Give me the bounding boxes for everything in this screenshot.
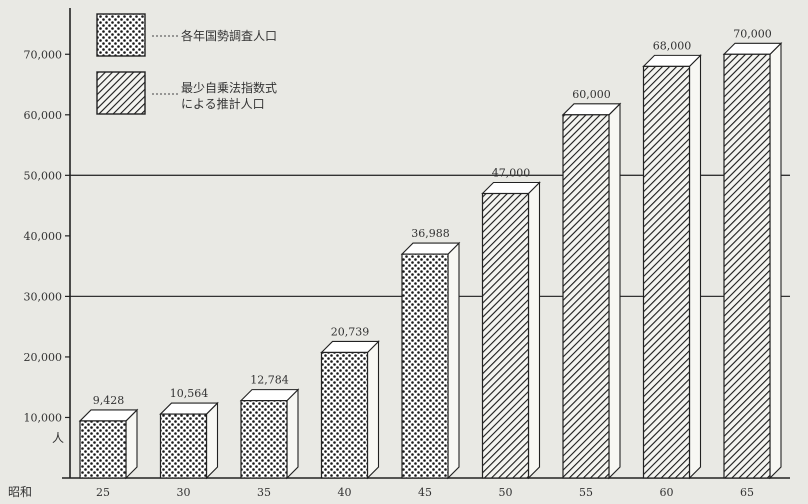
data-label: 12,784 [250,374,289,387]
x-tick-label: 25 [96,486,110,499]
bar-front-face [642,65,691,479]
bar-front-face [79,420,127,479]
data-label: 20,739 [331,325,370,338]
y-tick-label: 70,000 [24,48,63,61]
bar-front-face [240,400,288,479]
data-label: 70,000 [733,27,772,40]
bar-55: 60,000 [561,88,622,480]
legend-label: 最少自乗法指数式 [181,80,277,95]
bar-side-face [286,388,299,480]
x-tick-label: 60 [660,486,674,499]
y-unit-label: 人 [52,431,64,445]
bar-30: 10,564 [159,387,219,480]
y-tick-label: 60,000 [24,109,63,122]
bar-side-face [205,401,219,480]
data-label: 36,988 [411,227,450,240]
era-label: 昭和 [8,485,32,499]
bar-front-face [320,351,369,479]
y-tick-label: 30,000 [24,290,63,303]
bar-side-face [447,241,460,480]
bar-side-face [527,181,541,480]
bar-front-face [401,253,449,479]
x-tick-label: 45 [418,486,432,499]
bar-side-face [125,408,138,480]
x-tick-label: 50 [499,486,513,499]
x-tick-labels: 25 30 35 40 45 50 55 60 65 [96,486,754,499]
legend-label: による推計人口 [181,96,265,111]
bar-side-face [608,102,621,480]
bar-front-face [159,413,208,479]
bar-25: 9,428 [78,394,139,480]
bar-front-face [723,53,771,479]
bar-front-face [562,114,610,479]
bar-50: 47,000 [481,166,541,480]
legend-label: 各年国勢調査人口 [181,28,277,43]
y-tick-label: 10,000 [24,411,63,424]
bar-40: 20,739 [320,325,380,480]
x-tick-label: 30 [177,486,191,499]
bar-front-face [481,192,530,479]
data-label: 60,000 [572,88,611,101]
x-tick-label: 55 [579,486,593,499]
data-label: 47,000 [492,166,531,179]
data-label: 68,000 [653,39,692,52]
legend-item-0: 各年国勢調査人口 [96,13,277,57]
bars: 9,428 10,564 12,784 20,739 36,988 47,000 60,00… [78,27,783,480]
legend-swatch [96,13,146,57]
data-label: 9,428 [93,394,125,407]
bar-side-face [769,41,782,480]
y-tick-label: 20,000 [24,351,63,364]
bar-60: 68,000 [642,39,702,480]
y-tick-label: 40,000 [24,230,63,243]
y-tick-label: 50,000 [24,169,63,182]
x-tick-label: 40 [338,486,352,499]
bar-side-face [366,340,380,480]
y-tick-labels: 10,000 20,000 30,000 40,000 50,000 60,000 70,0… [24,48,70,424]
bar-35: 12,784 [239,374,300,480]
legend-swatch [96,71,146,115]
bar-side-face [688,54,702,480]
bar-65: 70,000 [722,27,783,480]
x-tick-label: 65 [740,486,754,499]
data-label: 10,564 [170,387,209,400]
x-tick-label: 35 [257,486,271,499]
bar-45: 36,988 [400,227,461,480]
